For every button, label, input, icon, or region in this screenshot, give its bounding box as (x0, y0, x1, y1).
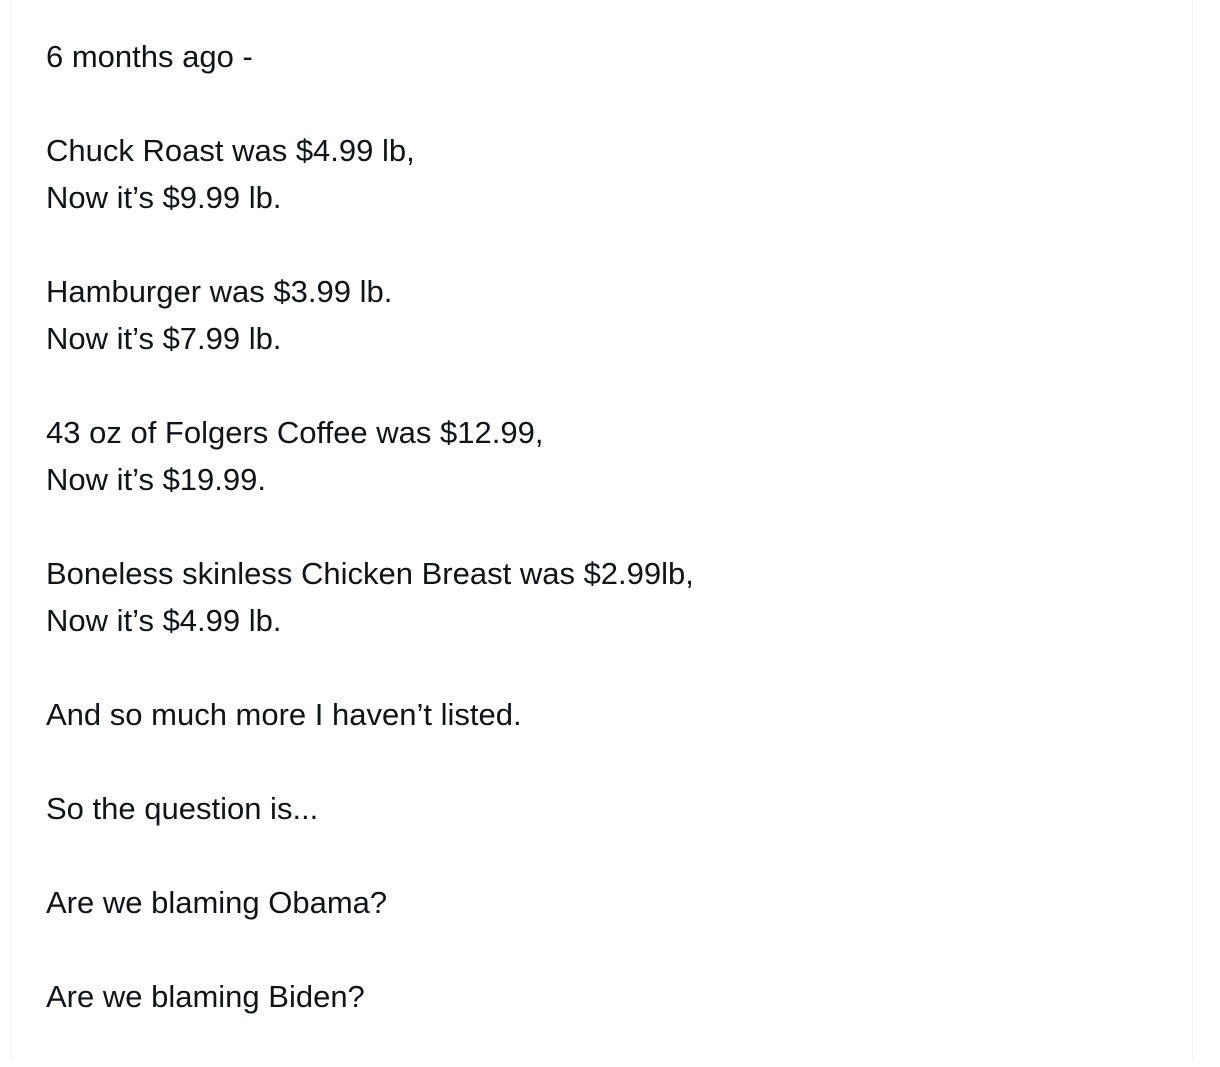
paragraph-hamburger: Hamburger was $3.99 lb. Now it’s $7.99 l… (46, 268, 694, 362)
post-text: 6 months ago - Chuck Roast was $4.99 lb,… (46, 33, 694, 1067)
paragraph-chuck-roast: Chuck Roast was $4.99 lb, Now it’s $9.99… (46, 127, 694, 221)
post-card: 6 months ago - Chuck Roast was $4.99 lb,… (11, 0, 1193, 1060)
text-line: Chuck Roast was $4.99 lb, (46, 133, 415, 168)
text-line: Now it’s $9.99 lb. (46, 180, 282, 215)
text-line: Now it’s $4.99 lb. (46, 603, 282, 638)
text-line: Are we blaming Obama? (46, 885, 388, 920)
paragraph-biden: Are we blaming Biden? (46, 973, 694, 1020)
text-line: Hamburger was $3.99 lb. (46, 274, 393, 309)
paragraph-timeframe: 6 months ago - (46, 33, 694, 80)
paragraph-chicken: Boneless skinless Chicken Breast was $2.… (46, 550, 694, 644)
paragraph-obama: Are we blaming Obama? (46, 879, 694, 926)
paragraph-coffee: 43 oz of Folgers Coffee was $12.99, Now … (46, 409, 694, 503)
text-line: Now it’s $19.99. (46, 462, 266, 497)
text-line: Now it’s $7.99 lb. (46, 321, 282, 356)
text-line: 6 months ago - (46, 39, 253, 74)
text-line: And so much more I haven’t listed. (46, 697, 522, 732)
text-line: Are we blaming Biden? (46, 979, 365, 1014)
paragraph-more: And so much more I haven’t listed. (46, 691, 694, 738)
paragraph-question: So the question is... (46, 785, 694, 832)
text-line: 43 oz of Folgers Coffee was $12.99, (46, 415, 544, 450)
text-line: Boneless skinless Chicken Breast was $2.… (46, 556, 694, 591)
text-line: So the question is... (46, 791, 319, 826)
